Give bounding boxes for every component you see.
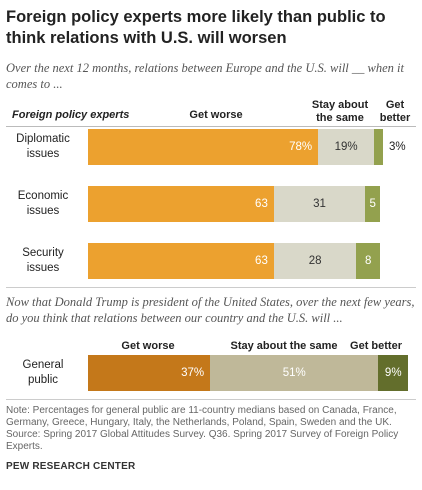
data-label: 63 — [255, 255, 268, 267]
source-text: Source: Spring 2017 Global Attitudes Sur… — [6, 429, 399, 452]
row-label: Economic issues — [17, 190, 69, 217]
bar-segment-get-better: 8 — [356, 243, 381, 279]
data-label: 19% — [334, 141, 358, 153]
footnote: Note: Percentages for general public are… — [6, 405, 418, 453]
legend-stay-same-public: Stay about the same — [230, 340, 338, 352]
data-label: 78% — [289, 141, 313, 153]
bar-segment-stay-same: 19% — [318, 129, 375, 165]
legend-stay-same-experts: Stay about the same — [311, 99, 369, 124]
panel-label-experts: Foreign policy experts — [12, 109, 130, 121]
bar-segment-get-better: 5 — [365, 186, 381, 222]
bar-segment-get-worse: 37% — [88, 355, 211, 391]
note-divider — [6, 399, 416, 400]
data-label: 37% — [181, 367, 205, 379]
legend-get-better-experts: Get better — [379, 99, 411, 124]
brand-label: PEW RESEARCH CENTER — [6, 461, 136, 472]
data-label: 5 — [369, 198, 376, 210]
row-label: Diplomatic issues — [16, 133, 70, 160]
chart-title: Foreign policy experts more likely than … — [6, 8, 386, 47]
row-label: General public — [22, 359, 64, 386]
section-divider — [6, 287, 416, 288]
legend-get-worse-experts: Get worse — [189, 109, 243, 121]
data-label: 31 — [313, 198, 326, 210]
question-public: Now that Donald Trump is president of th… — [6, 295, 415, 325]
row-label: Security issues — [22, 247, 64, 274]
bar-segment-stay-same: 28 — [273, 243, 357, 279]
bar-segment-stay-same: 31 — [273, 186, 366, 222]
data-label: 3% — [389, 141, 406, 153]
bar-segment-get-worse: 78% — [88, 129, 319, 165]
bar-segment-get-better — [374, 129, 383, 165]
question-experts: Over the next 12 months, relations betwe… — [6, 61, 404, 91]
legend-get-worse-public: Get worse — [121, 340, 175, 352]
bar-segment-get-better: 9% — [378, 355, 409, 391]
data-label: 51% — [282, 367, 306, 379]
bar-segment-get-worse: 63 — [88, 186, 274, 222]
data-label: 9% — [384, 367, 402, 379]
bar-segment-stay-same: 51% — [210, 355, 379, 391]
legend-get-better-public: Get better — [350, 340, 402, 352]
header-divider — [6, 126, 416, 127]
bar-segment-get-worse: 63 — [88, 243, 274, 279]
data-label: 63 — [255, 198, 268, 210]
note-text: Note: Percentages for general public are… — [6, 405, 397, 428]
data-label: 8 — [365, 255, 372, 267]
data-label: 28 — [308, 255, 322, 267]
